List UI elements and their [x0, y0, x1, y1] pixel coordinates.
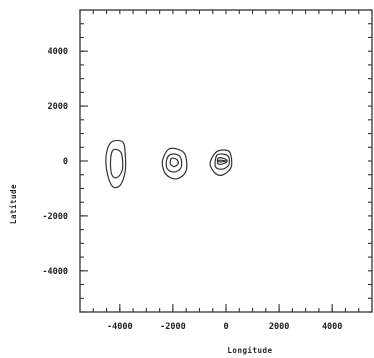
- x-tick-label: -2000: [160, 322, 186, 332]
- contour-level-1: [161, 147, 188, 180]
- contour-group-middle: [161, 147, 188, 180]
- y-tick-label: 0: [63, 157, 68, 167]
- y-tick-label: 4000: [48, 47, 68, 57]
- x-tick-label: -4000: [107, 322, 133, 332]
- y-axis-title: Latitude: [9, 184, 18, 224]
- contour-lines: [105, 139, 233, 189]
- axis-tick-labels: -4000 -2000 0 2000 4000 4000 2000 0 -2000 -4000: [42, 47, 342, 332]
- x-tick-label: 2000: [269, 322, 289, 332]
- y-tick-label: -2000: [42, 212, 68, 222]
- contour-level-2: [214, 153, 231, 170]
- y-tick-label: -4000: [42, 267, 68, 277]
- axis-ticks: [79, 9, 373, 313]
- x-tick-label: 4000: [322, 322, 342, 332]
- contour-group-right: [209, 149, 233, 176]
- contour-level-2: [109, 148, 124, 179]
- contour-level-1: [209, 149, 233, 176]
- contour-group-left: [105, 139, 127, 189]
- y-tick-label: 2000: [48, 102, 68, 112]
- contour-level-2: [165, 153, 183, 173]
- contour-level-1: [105, 139, 127, 189]
- x-tick-label: 0: [223, 322, 228, 332]
- contour-level-3: [216, 157, 228, 165]
- x-axis-title: Longitude: [227, 346, 272, 355]
- contour-level-3: [169, 157, 179, 168]
- contour-level-4: [217, 159, 227, 163]
